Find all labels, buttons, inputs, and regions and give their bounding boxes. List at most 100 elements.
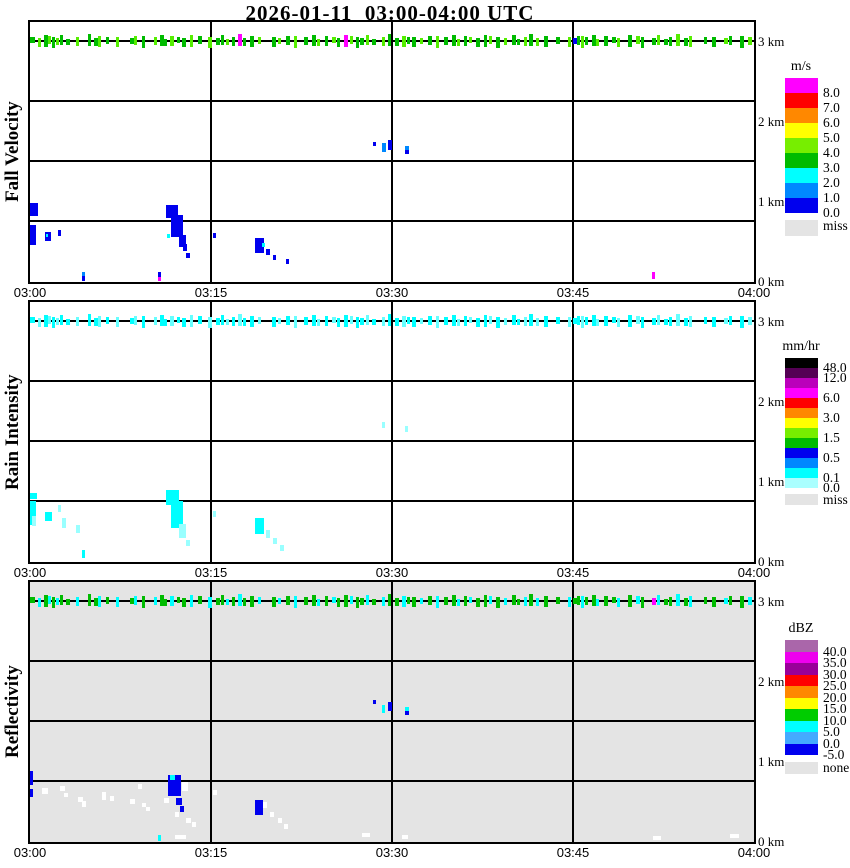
echo-dot (238, 314, 242, 326)
time-axis-label: 03:00 (13, 565, 47, 580)
echo-dot (344, 595, 348, 607)
panel-fall-velocity (28, 20, 756, 284)
echo-blob (388, 702, 392, 711)
legend-cell-label: 30.0 (823, 666, 847, 682)
echo-blob (78, 797, 83, 802)
echo-blob (262, 243, 265, 247)
echo-dot (469, 597, 472, 603)
height-axis-label: 3 km (758, 594, 785, 609)
echo-dot (164, 39, 167, 46)
echo-blob (82, 801, 86, 807)
legend-cell (785, 408, 818, 418)
echo-dot (221, 595, 224, 605)
echo-dot (94, 38, 98, 46)
echo-dot (395, 598, 399, 606)
echo-blob (213, 790, 217, 795)
legend-cell (785, 720, 818, 732)
echo-dot (652, 318, 656, 325)
echo-blob (266, 249, 270, 255)
echo-dot (66, 39, 70, 45)
echo-dot (596, 599, 599, 606)
echo-dot (325, 316, 328, 326)
echo-dot (536, 598, 539, 606)
grid-line-horizontal (30, 380, 754, 382)
panel-reflectivity (28, 580, 756, 844)
echo-dot (60, 315, 63, 325)
echo-dot (278, 38, 281, 44)
echo-dot (164, 319, 167, 326)
echo-blob (176, 798, 182, 805)
echo-dot (573, 38, 577, 44)
echo-dot (517, 39, 520, 45)
echo-blob (278, 818, 282, 823)
echo-dot (556, 317, 560, 324)
echo-blob (175, 812, 179, 817)
echo-dot (272, 597, 276, 607)
echo-blob (130, 799, 135, 804)
echo-dot (232, 37, 235, 46)
echo-dot (464, 596, 467, 606)
grid-line-horizontal (30, 160, 754, 162)
echo-dot (664, 319, 668, 325)
legend-cell-label: 0.0 (823, 480, 840, 495)
echo-dot (484, 315, 487, 327)
height-axis-label: 2 km (758, 394, 785, 409)
echo-dot (258, 597, 261, 604)
echo-dot (360, 38, 364, 45)
echo-dot (44, 595, 48, 607)
echo-dot (577, 596, 580, 605)
echo-dot (48, 36, 51, 44)
echo-dot (512, 35, 516, 45)
echo-blob (179, 524, 186, 538)
echo-dot (504, 318, 507, 325)
legend-cell (785, 663, 818, 675)
echo-dot (402, 596, 406, 607)
echo-blob (171, 501, 183, 528)
echo-dot (88, 314, 91, 326)
echo-dot (88, 34, 91, 46)
echo-blob (170, 775, 175, 780)
echo-dot (360, 598, 364, 605)
echo-dot (592, 595, 596, 606)
echo-blob (30, 771, 33, 785)
echo-blob (45, 512, 52, 521)
echo-blob (82, 272, 85, 276)
echo-dot (412, 317, 416, 327)
height-axis-label: 0 km (758, 554, 785, 569)
time-axis-label: 03:45 (556, 565, 590, 580)
legend-cell (785, 418, 818, 428)
echo-blob (402, 835, 408, 839)
echo-blob (273, 255, 276, 260)
legend-cell (785, 468, 818, 478)
echo-dot (372, 599, 376, 605)
echo-dot (337, 598, 340, 607)
time-axis-label: 04:00 (737, 565, 771, 580)
legend-title: mm/hr (782, 339, 820, 354)
echo-blob (180, 806, 184, 812)
echo-dot (740, 36, 744, 48)
echo-dot (517, 599, 520, 605)
echo-dot (544, 36, 548, 47)
echo-blob (405, 426, 408, 432)
legend-cell-label: 40.0 (823, 643, 847, 659)
echo-dot (286, 316, 290, 325)
legend-cell-label: 4.0 (823, 145, 840, 160)
echo-blob (30, 789, 33, 797)
time-axis-label: 04:00 (737, 285, 771, 300)
echo-blob (192, 822, 196, 827)
echo-dot (243, 598, 246, 606)
echo-dot (130, 38, 134, 44)
echo-dot (452, 595, 456, 606)
echo-dot (504, 598, 507, 605)
echo-dot (617, 318, 620, 327)
echo-dot (712, 597, 716, 607)
echo-blob (373, 700, 376, 704)
legend-cell-label: 6.0 (823, 390, 840, 405)
echo-blob (382, 422, 385, 428)
echo-dot (428, 316, 432, 325)
legend-miss-label: miss (823, 218, 848, 233)
echo-blob (255, 800, 263, 815)
grid-line-horizontal (30, 780, 754, 782)
echo-blob (76, 525, 80, 533)
legend-title: m/s (790, 59, 812, 74)
